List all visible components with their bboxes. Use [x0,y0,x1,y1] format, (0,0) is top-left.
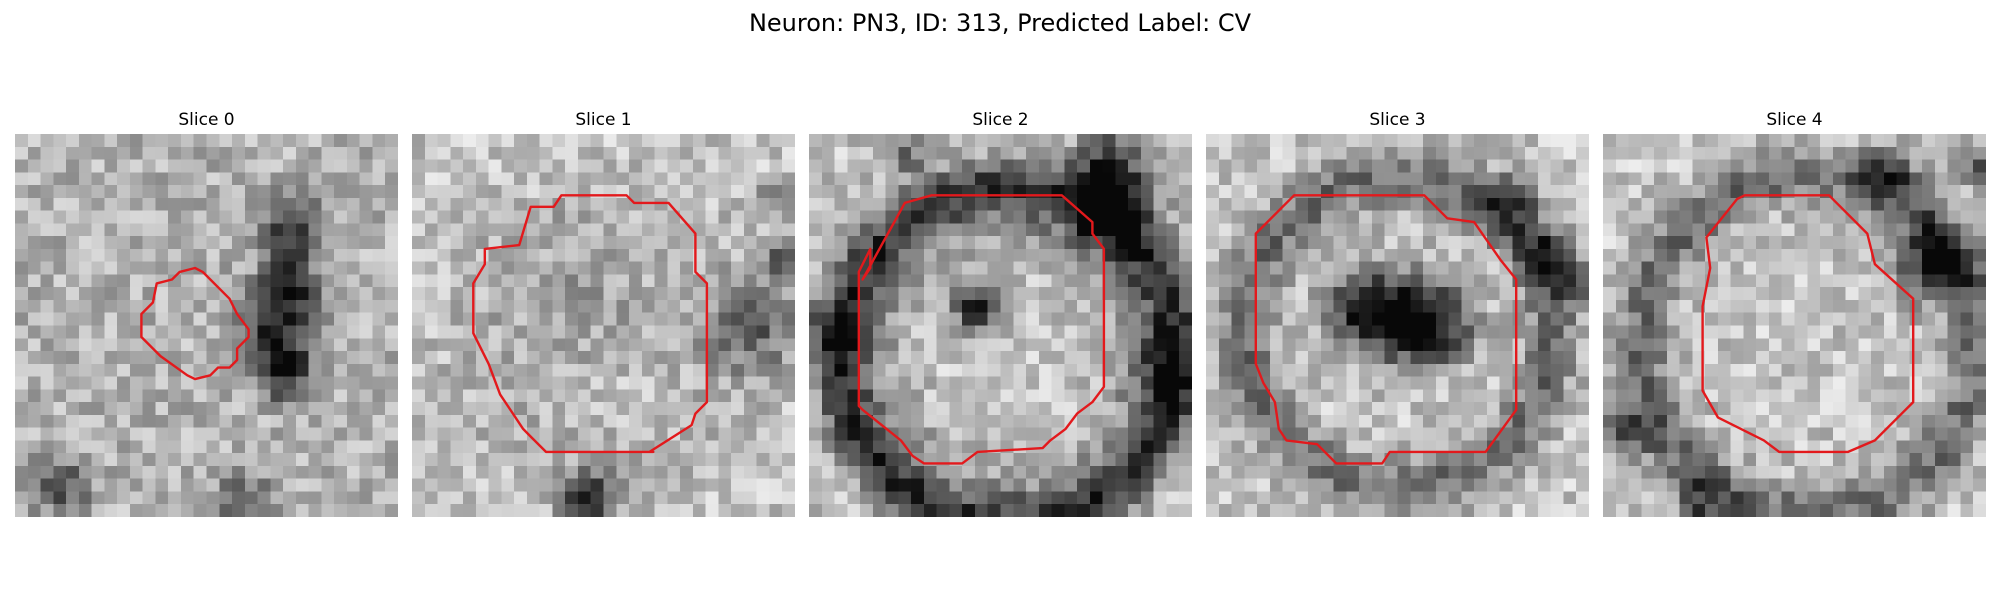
figure-title: Neuron: PN3, ID: 313, Predicted Label: C… [748,9,1252,37]
slice-title: Slice 4 [1766,110,1823,130]
segmentation-contour [857,194,1106,465]
slice-panel-3: Slice 3 [1206,110,1589,517]
slice-image [809,134,1192,517]
slice-panel-4: Slice 4 [1603,110,1986,517]
slice-title: Slice 1 [575,110,632,130]
slice-panel-1: Slice 1 [412,110,795,517]
slice-image [15,134,398,517]
segmentation-contour [1254,194,1518,465]
segmentation-contour [140,266,250,381]
slice-image [1603,134,1986,517]
slice-image [412,134,795,517]
segmentation-contour [1701,194,1915,454]
segmentation-contour [472,194,709,454]
slice-title: Slice 2 [972,110,1029,130]
slice-image [1206,134,1589,517]
slice-title: Slice 3 [1369,110,1426,130]
slice-panel-2: Slice 2 [809,110,1192,517]
slice-panel-0: Slice 0 [15,110,398,517]
slice-title: Slice 0 [178,110,235,130]
